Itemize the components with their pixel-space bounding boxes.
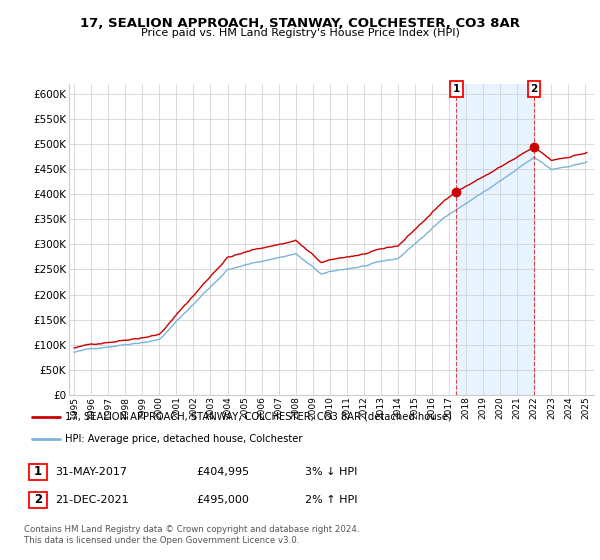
Text: 3% ↓ HPI: 3% ↓ HPI — [305, 466, 358, 477]
Text: 1: 1 — [34, 465, 42, 478]
Text: Price paid vs. HM Land Registry's House Price Index (HPI): Price paid vs. HM Land Registry's House … — [140, 28, 460, 38]
Text: 17, SEALION APPROACH, STANWAY, COLCHESTER, CO3 8AR: 17, SEALION APPROACH, STANWAY, COLCHESTE… — [80, 17, 520, 30]
Bar — [29, 492, 47, 507]
Text: 17, SEALION APPROACH, STANWAY, COLCHESTER, CO3 8AR (detached house): 17, SEALION APPROACH, STANWAY, COLCHESTE… — [65, 412, 452, 422]
Text: 2: 2 — [530, 84, 538, 94]
Text: £404,995: £404,995 — [197, 466, 250, 477]
Text: 31-MAY-2017: 31-MAY-2017 — [56, 466, 128, 477]
Text: 2: 2 — [34, 493, 42, 506]
Text: Contains HM Land Registry data © Crown copyright and database right 2024.
This d: Contains HM Land Registry data © Crown c… — [24, 525, 359, 545]
Bar — [29, 464, 47, 479]
Text: 1: 1 — [452, 84, 460, 94]
Text: 21-DEC-2021: 21-DEC-2021 — [56, 494, 129, 505]
Bar — [456, 84, 534, 395]
Text: £495,000: £495,000 — [197, 494, 250, 505]
Text: HPI: Average price, detached house, Colchester: HPI: Average price, detached house, Colc… — [65, 434, 303, 444]
Text: 2% ↑ HPI: 2% ↑ HPI — [305, 494, 358, 505]
